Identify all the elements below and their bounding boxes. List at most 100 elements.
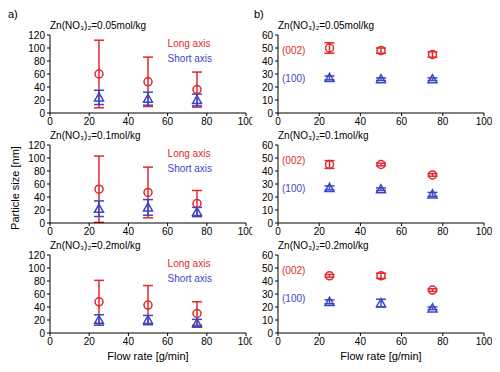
svg-text:20: 20 — [84, 336, 96, 347]
html-text:Zn(NO₃)₂=0.05mol/kg: Zn(NO₃)₂=0.05mol/kg — [50, 20, 146, 31]
svg-text:40: 40 — [355, 226, 367, 237]
svg-text:60: 60 — [262, 31, 274, 41]
svg-text:20: 20 — [262, 302, 274, 313]
html-text:Flow rate [g/min]: Flow rate [g/min] — [340, 350, 422, 362]
html-text:Zn(NO₃)₂=0.05mol/kg: Zn(NO₃)₂=0.05mol/kg — [278, 20, 374, 31]
svg-text:0: 0 — [47, 116, 53, 127]
svg-text:20: 20 — [314, 336, 326, 347]
svg-text:60: 60 — [162, 226, 174, 237]
html-text:Long axis: Long axis — [167, 148, 211, 159]
svg-text:80: 80 — [34, 276, 46, 287]
html-text:(002): (002) — [282, 155, 306, 166]
svg-text:60: 60 — [162, 336, 174, 347]
svg-text:50: 50 — [262, 43, 274, 54]
svg-text:100: 100 — [28, 263, 45, 274]
svg-text:0: 0 — [47, 226, 53, 237]
svg-text:0: 0 — [275, 116, 281, 127]
svg-text:20: 20 — [34, 315, 46, 326]
html-text:(100): (100) — [282, 183, 306, 194]
svg-text:40: 40 — [355, 116, 367, 127]
svg-text:40: 40 — [123, 226, 135, 237]
svg-text:100: 100 — [476, 226, 492, 237]
html-text:Flow rate [g/min]: Flow rate [g/min] — [107, 350, 189, 362]
svg-text:60: 60 — [396, 336, 408, 347]
svg-text:80: 80 — [34, 56, 46, 67]
html-text:Particle size [nm]: Particle size [nm] — [9, 146, 21, 230]
html-text:Long axis: Long axis — [167, 258, 211, 269]
html-text:Zn(NO₃)₂=0.1mol/kg: Zn(NO₃)₂=0.1mol/kg — [50, 130, 141, 141]
svg-text:50: 50 — [262, 263, 274, 274]
svg-text:20: 20 — [84, 116, 96, 127]
svg-text:100: 100 — [476, 116, 492, 127]
svg-text:0: 0 — [267, 108, 273, 119]
html-text:a): a) — [8, 8, 18, 20]
html-text:(002): (002) — [282, 265, 306, 276]
svg-text:20: 20 — [34, 205, 46, 216]
html-text:Short axis: Short axis — [167, 53, 213, 64]
svg-text:80: 80 — [437, 336, 449, 347]
svg-text:0: 0 — [275, 336, 281, 347]
svg-text:60: 60 — [396, 116, 408, 127]
svg-text:100: 100 — [28, 153, 45, 164]
svg-text:0: 0 — [39, 328, 45, 339]
svg-text:30: 30 — [262, 179, 274, 190]
html-text:(100): (100) — [282, 293, 306, 304]
svg-text:40: 40 — [355, 336, 367, 347]
svg-text:20: 20 — [262, 82, 274, 93]
svg-text:40: 40 — [262, 56, 274, 67]
svg-text:20: 20 — [314, 116, 326, 127]
svg-text:40: 40 — [34, 302, 46, 313]
svg-text:0: 0 — [267, 328, 273, 339]
html-text:Zn(NO₃)₂=0.2mol/kg: Zn(NO₃)₂=0.2mol/kg — [50, 240, 141, 251]
svg-text:0: 0 — [267, 218, 273, 229]
html-text:(002): (002) — [282, 45, 306, 56]
svg-text:0: 0 — [39, 108, 45, 119]
svg-text:100: 100 — [238, 116, 252, 127]
svg-text:60: 60 — [262, 251, 274, 261]
svg-text:100: 100 — [28, 43, 45, 54]
svg-text:0: 0 — [39, 218, 45, 229]
svg-text:60: 60 — [162, 116, 174, 127]
svg-text:0: 0 — [275, 226, 281, 237]
svg-text:80: 80 — [201, 226, 213, 237]
svg-text:120: 120 — [28, 251, 45, 261]
svg-text:10: 10 — [262, 95, 274, 106]
svg-text:80: 80 — [437, 226, 449, 237]
svg-text:60: 60 — [34, 69, 46, 80]
svg-text:40: 40 — [123, 116, 135, 127]
svg-text:40: 40 — [262, 166, 274, 177]
svg-text:100: 100 — [238, 226, 252, 237]
svg-text:60: 60 — [262, 141, 274, 151]
svg-text:60: 60 — [34, 289, 46, 300]
html-text:Short axis: Short axis — [167, 163, 213, 174]
svg-text:0: 0 — [47, 336, 53, 347]
svg-text:120: 120 — [28, 31, 45, 41]
svg-text:60: 60 — [396, 226, 408, 237]
svg-text:80: 80 — [201, 116, 213, 127]
svg-text:40: 40 — [34, 192, 46, 203]
svg-text:20: 20 — [262, 192, 274, 203]
svg-text:80: 80 — [201, 336, 213, 347]
svg-text:30: 30 — [262, 289, 274, 300]
svg-text:120: 120 — [28, 141, 45, 151]
svg-text:80: 80 — [34, 166, 46, 177]
svg-text:10: 10 — [262, 205, 274, 216]
html-text:Zn(NO₃)₂=0.2mol/kg: Zn(NO₃)₂=0.2mol/kg — [278, 240, 369, 251]
svg-text:30: 30 — [262, 69, 274, 80]
svg-text:60: 60 — [34, 179, 46, 190]
svg-text:50: 50 — [262, 153, 274, 164]
svg-text:100: 100 — [476, 336, 492, 347]
svg-text:20: 20 — [314, 226, 326, 237]
html-text:(100): (100) — [282, 73, 306, 84]
svg-text:80: 80 — [437, 116, 449, 127]
svg-text:20: 20 — [34, 95, 46, 106]
svg-text:40: 40 — [262, 276, 274, 287]
svg-text:100: 100 — [238, 336, 252, 347]
svg-text:20: 20 — [84, 226, 96, 237]
svg-text:40: 40 — [34, 82, 46, 93]
svg-text:40: 40 — [123, 336, 135, 347]
html-text:Short axis: Short axis — [167, 273, 213, 284]
html-text:Long axis: Long axis — [167, 38, 211, 49]
svg-text:10: 10 — [262, 315, 274, 326]
html-text:Zn(NO₃)₂=0.1mol/kg: Zn(NO₃)₂=0.1mol/kg — [278, 130, 369, 141]
